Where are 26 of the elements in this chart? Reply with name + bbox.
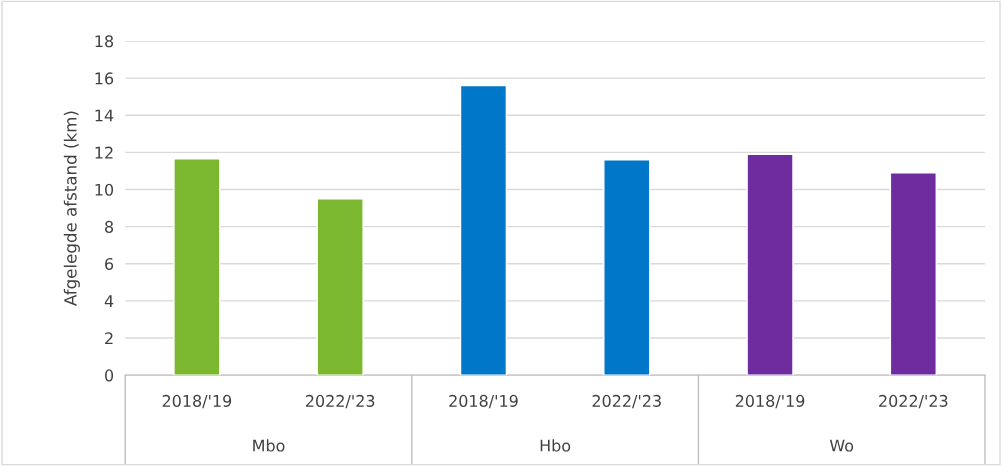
y-tick-label: 0 (105, 369, 114, 382)
x-tick-label: 2022/'23 (879, 394, 948, 409)
y-tick-label: 14 (95, 109, 114, 122)
bar (603, 159, 651, 376)
text: Hbo (540, 439, 571, 452)
x-tick-label: 2022/'23 (592, 394, 661, 409)
bar (746, 153, 794, 376)
x-tick-label: 2022/'23 (305, 394, 375, 409)
y-tick-label: 10 (95, 183, 114, 196)
bar (173, 158, 221, 376)
bar (316, 198, 364, 376)
y-tick-label: 4 (104, 295, 114, 307)
y-tick-label: 6 (105, 257, 114, 271)
x-tick-label: 2018/'19 (449, 394, 518, 409)
y-tick-label: 18 (95, 35, 114, 48)
y-tick-label: 8 (105, 220, 114, 233)
bar (459, 84, 508, 376)
y-tick-label: 16 (95, 72, 114, 85)
y-axis-title: Afgelegde afstand (km) (63, 111, 80, 306)
x-tick-label: 2018/'19 (735, 394, 805, 409)
bar (889, 172, 937, 376)
text: Mbo (253, 439, 285, 452)
y-tick-label: 12 (95, 146, 113, 159)
x-tick-label: 2018/'19 (162, 394, 232, 409)
y-tick-label: 2 (105, 332, 113, 345)
text: Wo (829, 439, 854, 452)
